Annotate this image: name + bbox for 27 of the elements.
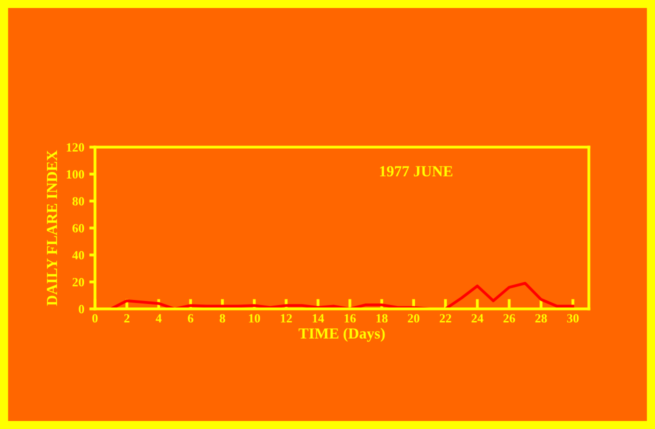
x-tick-label: 2 bbox=[124, 314, 130, 322]
line-series bbox=[110, 282, 574, 309]
annotation: 1977 JUNE bbox=[380, 166, 452, 176]
x-tick-label: 22 bbox=[440, 314, 452, 322]
y-tick-label: 100 bbox=[66, 170, 84, 179]
x-tick-label: 20 bbox=[408, 314, 420, 323]
x-tick-label: 16 bbox=[344, 314, 356, 323]
y-tick-label: 120 bbox=[66, 143, 84, 152]
x-tick-label: 24 bbox=[472, 314, 484, 322]
x-tick-label: 18 bbox=[376, 314, 388, 323]
x-axis-title: TIME (Days) bbox=[298, 328, 385, 342]
y-tick-label: 60 bbox=[72, 224, 84, 232]
y-tick-label: 80 bbox=[72, 197, 84, 206]
x-tick-label: 0 bbox=[92, 314, 98, 323]
x-tick-label: 14 bbox=[312, 314, 324, 322]
x-tick-label: 4 bbox=[156, 314, 162, 322]
y-tick-label: 20 bbox=[72, 278, 84, 286]
x-tick-label: 28 bbox=[535, 314, 547, 323]
x-tick-label: 10 bbox=[249, 314, 260, 323]
x-tick-label: 26 bbox=[503, 314, 516, 323]
y-axis-title: DAILY FLARE INDEX bbox=[46, 150, 58, 306]
x-tick-label: 6 bbox=[188, 314, 194, 323]
y-tick-label: 0 bbox=[78, 304, 84, 314]
y-tick-label: 40 bbox=[72, 250, 84, 260]
x-tick-label: 12 bbox=[280, 314, 292, 322]
x-tick-label: 30 bbox=[567, 314, 579, 323]
x-tick-label: 8 bbox=[220, 314, 226, 323]
